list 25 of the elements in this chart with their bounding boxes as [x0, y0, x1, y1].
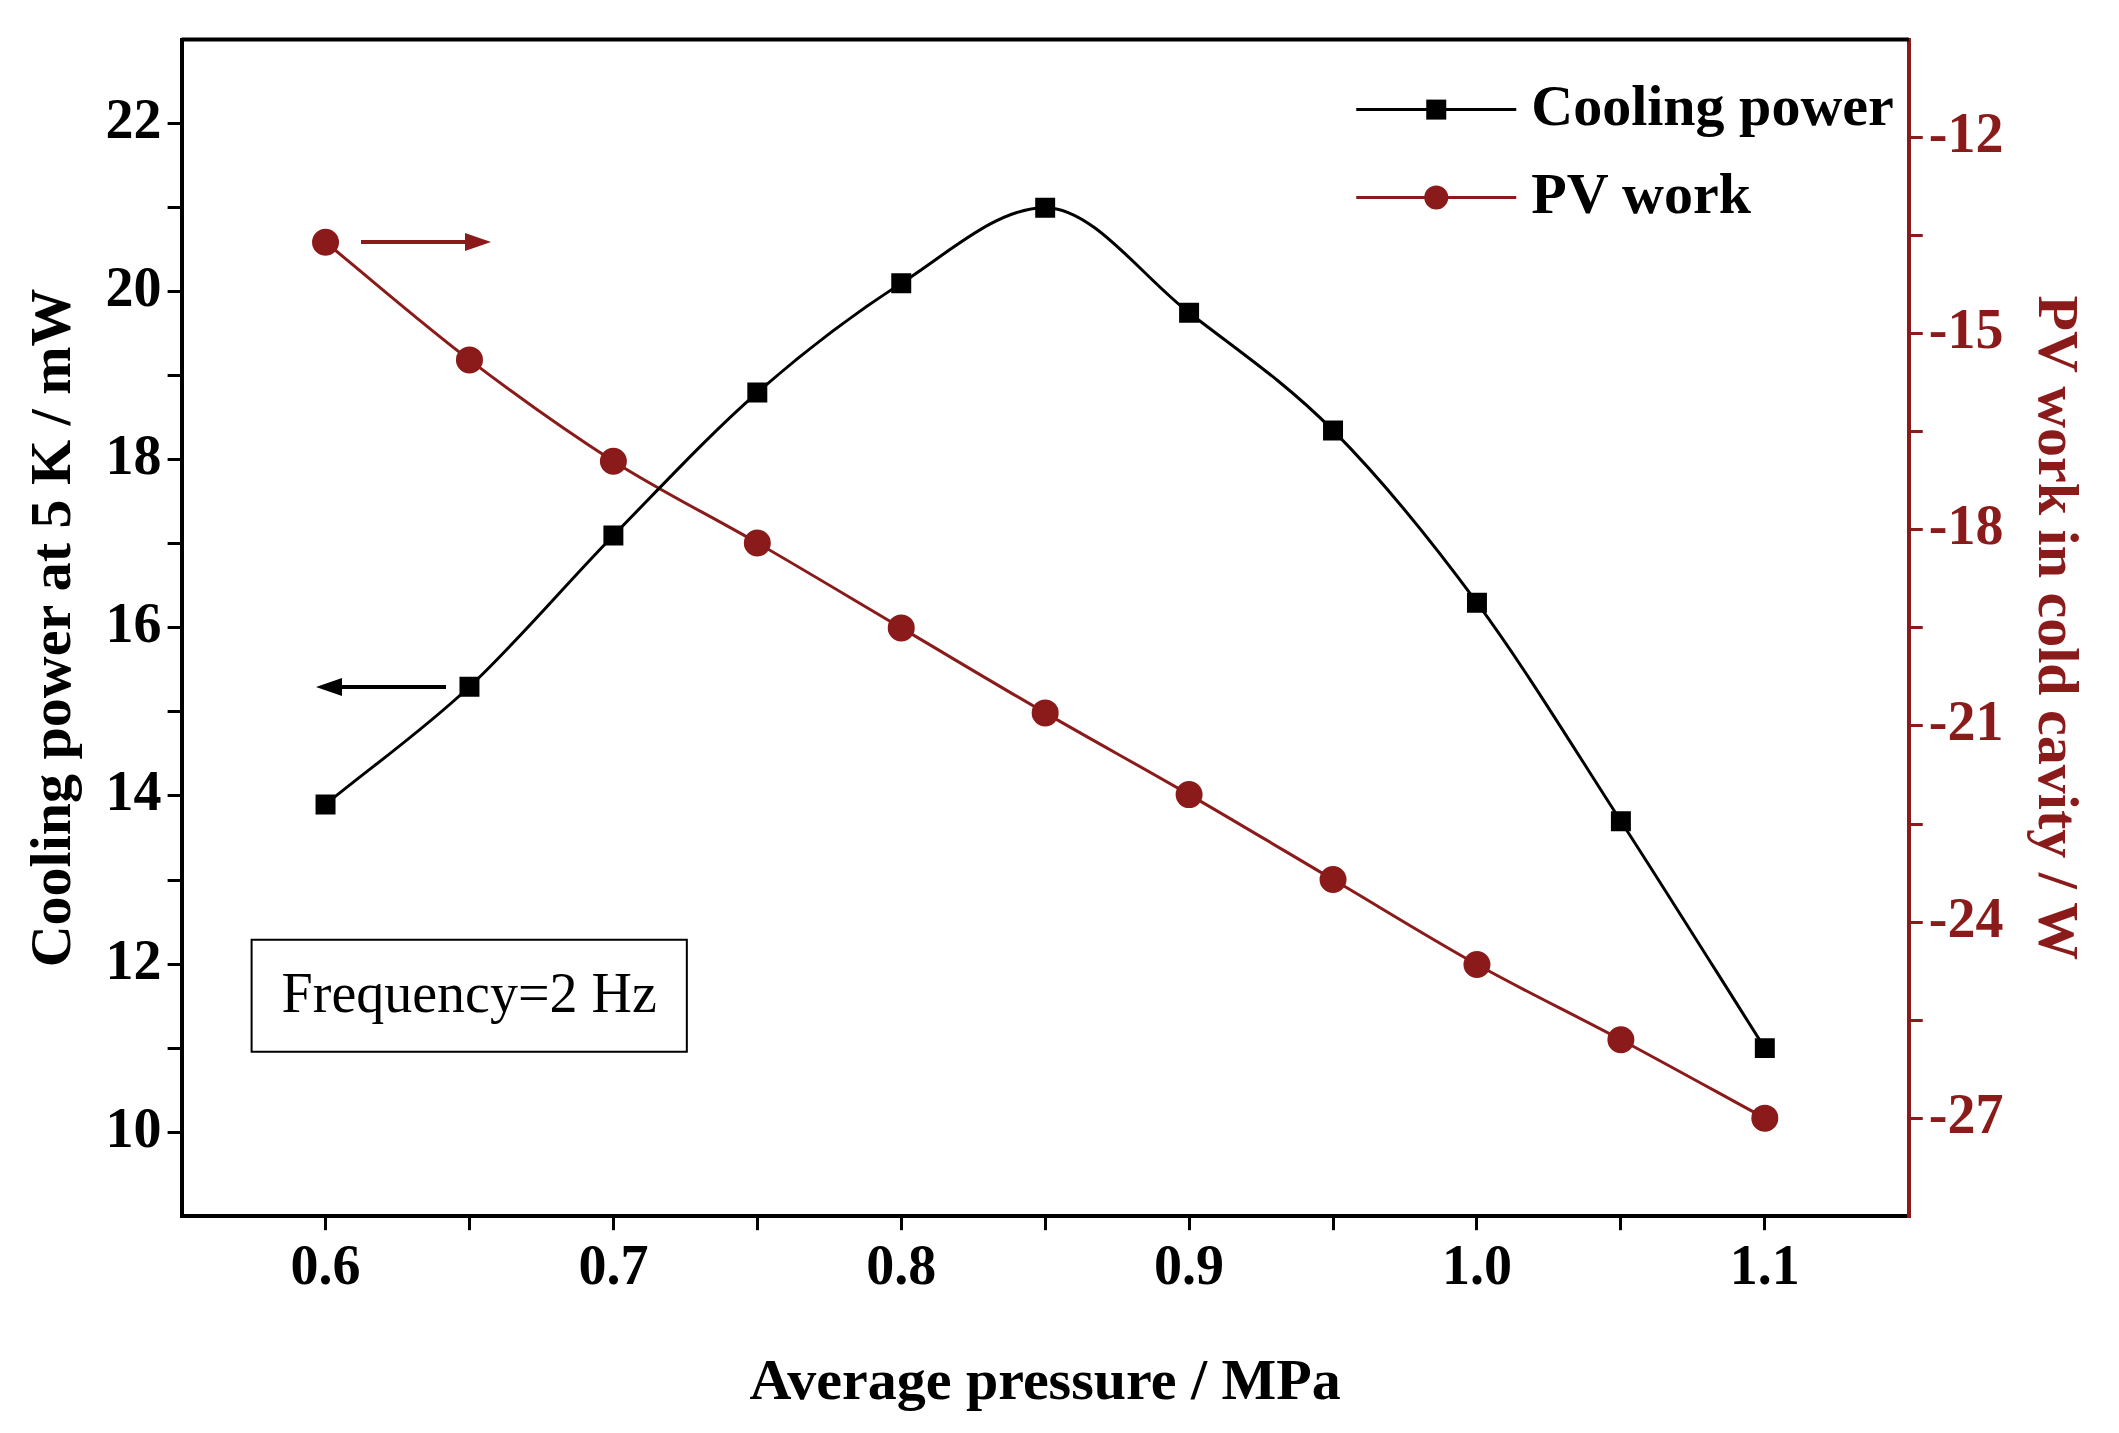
y2-tick-label: -24 — [1928, 886, 2004, 949]
legend-label: PV work — [1531, 160, 1752, 226]
y-tick-label: 10 — [105, 1096, 162, 1159]
y2-tick-label: -18 — [1928, 494, 2004, 557]
annotation: Frequency=2 Hz — [281, 962, 657, 1025]
y-tick-label: 22 — [105, 88, 162, 151]
legend-label: Cooling power — [1531, 72, 1894, 138]
y-tick-label: 12 — [105, 928, 162, 991]
y2-tick-label: -27 — [1928, 1082, 2004, 1145]
y2-tick-label: -21 — [1928, 690, 2004, 753]
y-tick-label: 14 — [105, 760, 162, 823]
y2-tick-label: -15 — [1928, 298, 2004, 361]
x-tick-label: 0.8 — [866, 1234, 937, 1297]
x-tick-label: 1.0 — [1441, 1234, 1512, 1297]
y-tick-label: 20 — [105, 256, 162, 319]
x-tick-label: 0.9 — [1154, 1234, 1225, 1297]
y-tick-label: 18 — [105, 424, 162, 487]
x-tick-label: 0.6 — [290, 1234, 361, 1297]
y-tick-label: 16 — [105, 592, 162, 655]
x-axis-title: Average pressure / MPa — [749, 1347, 1341, 1413]
y-axis-title: Cooling power at 5 K / mW — [17, 288, 83, 968]
x-tick-label: 1.1 — [1729, 1234, 1800, 1297]
y2-axis-title: PV work in cold cavity / W — [2026, 295, 2092, 961]
y2-tick-label: -12 — [1928, 102, 2004, 165]
x-tick-label: 0.7 — [578, 1234, 649, 1297]
